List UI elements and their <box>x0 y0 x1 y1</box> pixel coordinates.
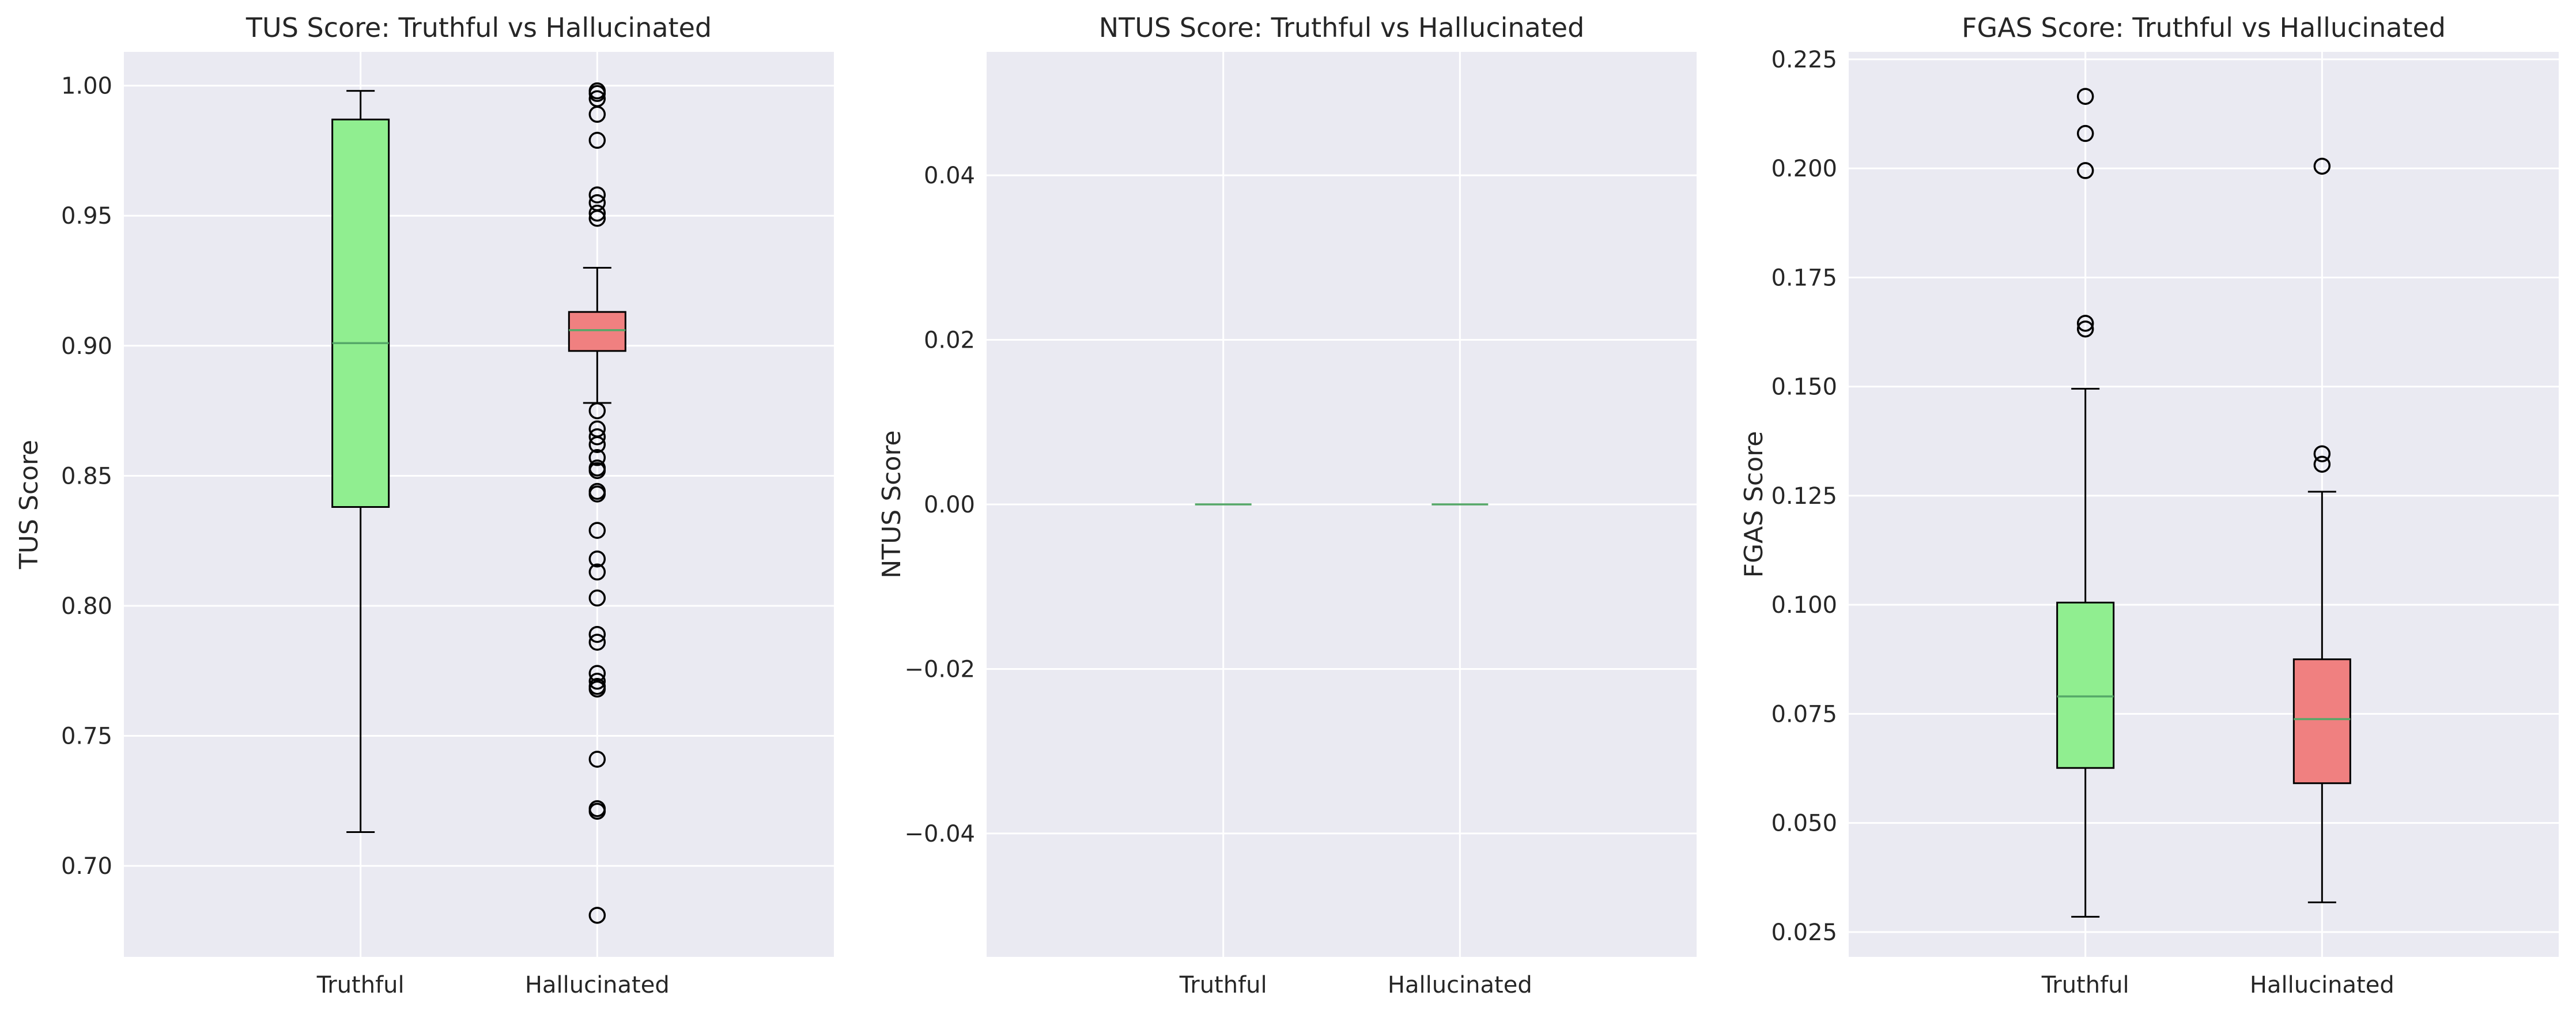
y-tick-label: 0.125 <box>1771 483 1837 510</box>
outlier-point <box>588 680 606 698</box>
y-tick-label: 0.200 <box>1771 156 1837 182</box>
outlier-point <box>588 673 606 690</box>
outlier-point <box>2313 157 2331 175</box>
outlier-point <box>588 802 606 820</box>
box-truthful <box>331 90 390 833</box>
y-tick-label: 0.150 <box>1771 374 1837 401</box>
box-iqr <box>331 118 390 508</box>
outlier-point <box>588 428 606 446</box>
box-iqr <box>2292 658 2351 785</box>
outlier-point <box>588 462 606 480</box>
y-tick-label: 0.04 <box>924 163 975 189</box>
outlier-point <box>588 625 606 643</box>
y-axis-label: NTUS Score <box>877 430 906 578</box>
outlier-point <box>588 563 606 581</box>
outlier-point <box>2076 88 2094 105</box>
y-tick-label: 0.02 <box>924 327 975 354</box>
y-axis-label: FGAS Score <box>1739 431 1769 578</box>
outlier-point <box>588 634 606 651</box>
outlier-point <box>588 402 606 420</box>
outlier-point <box>588 131 606 149</box>
y-tick-label: 1.00 <box>61 73 112 100</box>
chart-panel-1: 0.70 0.75 0.80 0.85 0.90 0.95 1.00 Truthful Hall… <box>14 12 834 998</box>
y-axis-label: TUS Score <box>14 440 44 570</box>
y-tick-label: 0.85 <box>61 463 112 489</box>
box-iqr <box>2056 601 2115 769</box>
plot-area <box>1849 52 2559 957</box>
y-tick-label: 0.70 <box>61 853 112 880</box>
chart-title: FGAS Score: Truthful vs Hallucinated <box>1962 12 2446 43</box>
outlier-point <box>588 485 606 503</box>
outlier-point <box>588 907 606 924</box>
box-hallucinated <box>2292 157 2351 903</box>
outlier-point <box>2076 315 2094 332</box>
outlier-point <box>2313 445 2331 462</box>
x-tick-label: Hallucinated <box>1388 972 1532 998</box>
y-tick-label: 0.90 <box>61 333 112 360</box>
outlier-point <box>588 589 606 607</box>
y-tick-label: −0.04 <box>904 821 975 847</box>
outlier-point <box>588 186 606 203</box>
outlier-point <box>2076 125 2094 142</box>
outlier-point <box>588 449 606 466</box>
outlier-point <box>588 550 606 568</box>
y-tick-label: 0.050 <box>1771 810 1837 837</box>
x-tick-label: Hallucinated <box>2250 972 2394 998</box>
outlier-point <box>2076 320 2094 338</box>
chart-title: NTUS Score: Truthful vs Hallucinated <box>1099 12 1585 43</box>
outlier-point <box>588 105 606 123</box>
x-tick-label: Truthful <box>2041 972 2129 998</box>
y-tick-label: 0.075 <box>1771 701 1837 727</box>
y-tick-label: 0.00 <box>924 492 975 518</box>
box-truthful <box>2056 88 2115 918</box>
outlier-point <box>588 85 606 102</box>
x-tick-label: Hallucinated <box>525 972 670 998</box>
y-tick-label: −0.02 <box>904 656 975 683</box>
outlier-point <box>588 204 606 222</box>
chart-panel-2: −0.04 −0.02 0.00 0.02 0.04 Truthful Hallucinat… <box>877 12 1697 998</box>
y-tick-label: 0.95 <box>61 203 112 229</box>
y-tick-label: 0.025 <box>1771 919 1837 946</box>
box-iqr <box>568 311 626 352</box>
y-tick-label: 0.100 <box>1771 592 1837 619</box>
outlier-point <box>2076 162 2094 179</box>
outlier-point <box>588 436 606 453</box>
x-tick-label: Truthful <box>1179 972 1267 998</box>
x-tick-label: Truthful <box>316 972 405 998</box>
outlier-point <box>588 751 606 768</box>
chart-panel-3: 0.025 0.050 0.075 0.100 0.125 0.150 0.175 0.200… <box>1739 12 2559 998</box>
y-tick-label: 0.175 <box>1771 265 1837 291</box>
outlier-point <box>2313 455 2331 473</box>
y-tick-label: 0.225 <box>1771 47 1837 73</box>
chart-title: TUS Score: Truthful vs Hallucinated <box>245 12 712 43</box>
outlier-point <box>588 209 606 227</box>
box-hallucinated <box>568 82 626 924</box>
plot-area <box>124 52 834 957</box>
y-tick-label: 0.80 <box>61 593 112 620</box>
outlier-point <box>588 522 606 539</box>
y-tick-label: 0.75 <box>61 723 112 750</box>
